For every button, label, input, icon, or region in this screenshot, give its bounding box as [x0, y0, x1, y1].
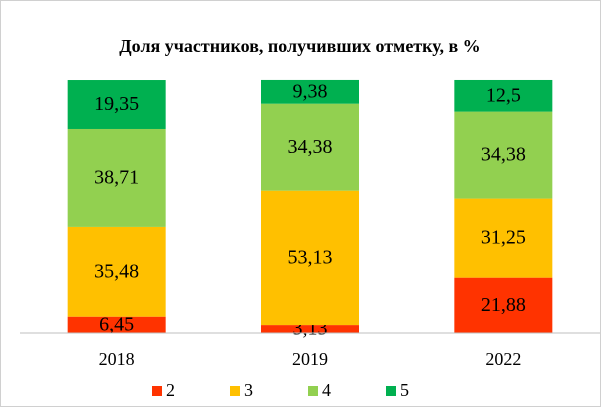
bar-segment — [67, 128, 166, 227]
legend-swatch — [152, 386, 162, 396]
bar-segment — [67, 226, 166, 317]
data-label: 53,13 — [288, 246, 333, 268]
data-label: 38,71 — [94, 167, 139, 189]
legend-label: 4 — [322, 380, 331, 400]
data-label: 35,48 — [94, 260, 139, 282]
legend-swatch — [308, 386, 318, 396]
data-label: 21,88 — [481, 294, 526, 316]
data-label: 31,25 — [481, 227, 526, 249]
data-label: 34,38 — [481, 144, 526, 166]
bar-segment — [454, 79, 553, 112]
data-label: 19,35 — [94, 93, 139, 115]
bar-segment — [261, 325, 359, 333]
bar-segment — [261, 103, 359, 191]
legend-label: 2 — [166, 380, 175, 400]
chart-title: Доля участников, получивших отметку, в % — [119, 36, 480, 56]
legend-swatch — [386, 386, 396, 396]
bar-segment — [454, 198, 553, 278]
legend-label: 5 — [400, 380, 409, 400]
data-label: 34,38 — [288, 136, 333, 158]
x-tick-label: 2019 — [292, 349, 328, 369]
bar-segment — [454, 111, 553, 199]
bar-segment — [261, 190, 359, 326]
bar-segment — [67, 80, 166, 129]
bar-segment — [261, 79, 359, 104]
data-label: 12,5 — [486, 84, 521, 106]
legend-label: 3 — [244, 380, 253, 400]
data-label: 6,45 — [99, 313, 134, 335]
bar-segment — [67, 316, 166, 333]
legend-swatch — [230, 386, 240, 396]
bar-segment — [454, 277, 553, 333]
x-tick-label: 2022 — [485, 349, 521, 369]
x-tick-label: 2018 — [99, 349, 135, 369]
data-label: 9,38 — [293, 80, 328, 102]
